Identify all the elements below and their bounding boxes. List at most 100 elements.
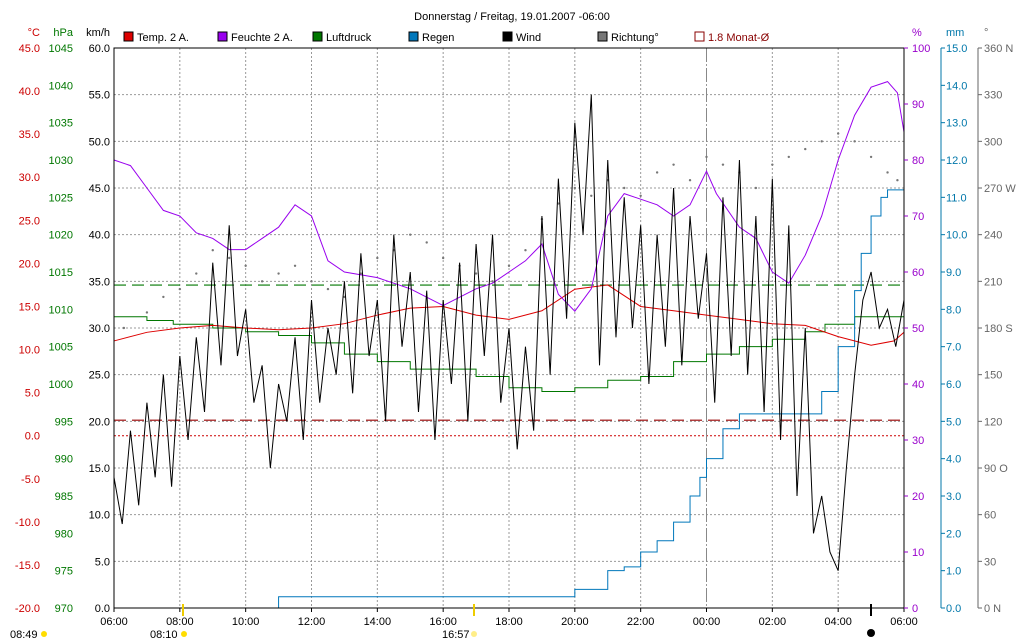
direction-tick-label: 300 xyxy=(984,136,1002,148)
temp-tick-label: -15.0 xyxy=(15,560,40,572)
humidity-unit: % xyxy=(912,27,922,39)
pressure-tick-label: 970 xyxy=(55,603,73,615)
moon-icon xyxy=(867,629,875,637)
pressure-tick-label: 1035 xyxy=(49,118,73,130)
humidity-tick-label: 20 xyxy=(912,491,924,503)
rain-tick-label: 5.0 xyxy=(946,416,961,428)
direction-point xyxy=(771,163,774,166)
humidity-tick-label: 30 xyxy=(912,435,924,447)
rain-tick-label: 10.0 xyxy=(946,230,967,242)
direction-point xyxy=(260,280,264,283)
direction-point xyxy=(672,163,675,166)
direction-point xyxy=(195,272,198,275)
pressure-tick-label: 1005 xyxy=(49,342,73,354)
legend-swatch xyxy=(123,31,134,42)
direction-tick-label: 270 W xyxy=(984,183,1016,195)
temp-tick-label: -10.0 xyxy=(15,517,40,529)
mark2-label: 16:57 xyxy=(442,629,470,641)
wind-tick-label: 25.0 xyxy=(89,370,110,382)
x-tick-label: 20:00 xyxy=(561,616,589,628)
direction-point xyxy=(178,287,182,291)
rain-tick-label: 3.0 xyxy=(946,491,961,503)
legend-label: Temp. 2 A. xyxy=(137,32,189,44)
legend-swatch xyxy=(694,31,705,42)
wind-tick-label: 20.0 xyxy=(89,416,110,428)
pressure-unit: hPa xyxy=(53,27,73,39)
direction-point xyxy=(590,194,593,197)
direction-tick-label: 30 xyxy=(984,556,996,568)
rain-tick-label: 1.0 xyxy=(946,566,961,578)
humidity-tick-label: 50 xyxy=(912,323,924,335)
direction-tick-label: 150 xyxy=(984,370,1002,382)
direction-point xyxy=(886,171,889,174)
humidity-tick-label: 80 xyxy=(912,155,924,167)
pressure-tick-label: 975 xyxy=(55,566,73,578)
direction-point xyxy=(721,163,725,166)
x-tick-label: 14:00 xyxy=(364,616,392,628)
direction-point xyxy=(836,132,840,135)
humidity-tick-label: 10 xyxy=(912,547,924,559)
direction-point xyxy=(211,249,214,252)
rain-line xyxy=(114,189,904,609)
direction-tick-label: 240 xyxy=(984,230,1002,242)
humidity-tick-label: 0 xyxy=(912,603,918,615)
legend-swatch xyxy=(502,31,513,42)
pressure-tick-label: 985 xyxy=(55,491,73,503)
direction-tick-label: 180 S xyxy=(984,323,1013,335)
sun-icon xyxy=(181,631,187,637)
legend-swatch xyxy=(408,31,419,42)
mark1-label: 08:10 xyxy=(150,629,178,641)
wind-tick-label: 55.0 xyxy=(89,90,110,102)
pressure-tick-label: 1020 xyxy=(49,230,73,242)
legend-label: Richtung° xyxy=(611,32,659,44)
rain-tick-label: 11.0 xyxy=(946,192,967,204)
x-tick-label: 00:00 xyxy=(693,616,721,628)
direction-point xyxy=(326,287,330,291)
direction-tick-label: 120 xyxy=(984,416,1002,428)
direction-point xyxy=(507,264,511,267)
rain-tick-label: 7.0 xyxy=(946,342,961,354)
legend-label: 1.8 Monat-Ø xyxy=(708,32,770,44)
direction-point xyxy=(310,280,313,283)
direction-tick-label: 330 xyxy=(984,90,1002,102)
pressure-tick-label: 1010 xyxy=(49,304,73,316)
rain-tick-label: 0.0 xyxy=(946,603,961,615)
legend: Temp. 2 A. Feuchte 2 A. Luftdruck Regen Wind… xyxy=(123,31,770,44)
temp-tick-label: -5.0 xyxy=(21,474,40,486)
legend-swatch xyxy=(312,31,323,42)
temp-tick-label: 35.0 xyxy=(19,129,40,141)
humidity-tick-label: 60 xyxy=(912,267,924,279)
x-tick-label: 22:00 xyxy=(627,616,655,628)
direction-point xyxy=(623,186,626,190)
sun-icon xyxy=(471,631,477,637)
direction-tick-label: 360 N xyxy=(984,43,1013,55)
wind-tick-label: 60.0 xyxy=(89,43,110,55)
direction-point xyxy=(409,233,412,236)
wind-tick-label: 0.0 xyxy=(95,603,110,615)
pressure-tick-label: 1030 xyxy=(49,155,73,167)
legend-swatch xyxy=(217,31,228,42)
temp-tick-label: 0.0 xyxy=(25,431,40,443)
temp-tick-label: -20.0 xyxy=(15,603,40,615)
humidity-line xyxy=(113,81,905,312)
humidity-tick-label: 100 xyxy=(912,43,930,55)
x-tick-label: 18:00 xyxy=(495,616,523,628)
pressure-tick-label: 1045 xyxy=(49,43,73,55)
direction-tick-label: 90 O xyxy=(984,463,1008,475)
direction-point xyxy=(491,280,494,283)
direction-point xyxy=(655,171,659,174)
x-tick-label: 02:00 xyxy=(759,616,787,628)
rain-tick-label: 14.0 xyxy=(946,80,967,92)
bottom-markers: 08:49 08:10 16:57 xyxy=(10,604,875,641)
direction-point xyxy=(228,256,231,260)
wind-tick-label: 50.0 xyxy=(89,136,110,148)
legend-label: Luftdruck xyxy=(326,32,372,44)
direction-point xyxy=(639,194,642,197)
x-tick-label: 04:00 xyxy=(824,616,852,628)
temp-tick-label: 45.0 xyxy=(19,43,40,55)
pressure-tick-label: 1000 xyxy=(49,379,73,391)
direction-point xyxy=(441,256,445,260)
temp-unit: °C xyxy=(28,27,40,39)
x-tick-label: 10:00 xyxy=(232,616,260,628)
rain-tick-label: 6.0 xyxy=(946,379,961,391)
